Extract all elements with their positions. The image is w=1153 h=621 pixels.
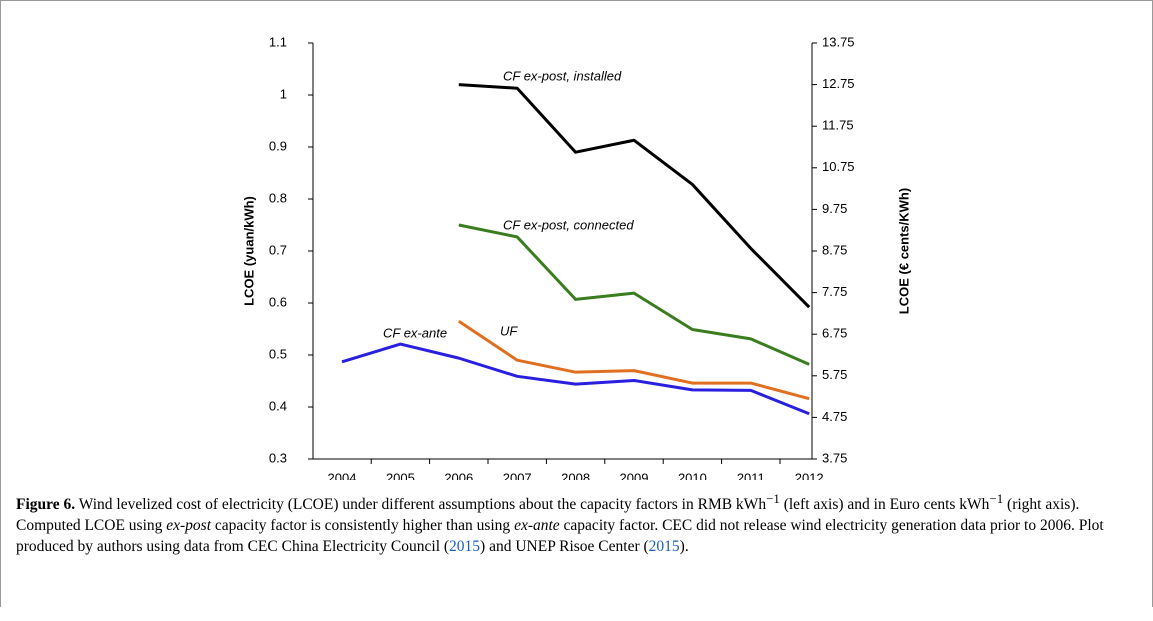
x-tick-label: 2010 [678, 470, 707, 480]
y-tick-label: 0.4 [269, 398, 287, 413]
y2-tick-label: 10.75 [822, 159, 855, 174]
caption-italic: ex-post [166, 517, 212, 535]
y2-tick-label: 11.75 [822, 118, 854, 133]
caption-text: (left axis) and in Euro cents kWh [779, 496, 990, 514]
x-tick-label: 2008 [561, 470, 590, 480]
caption-sup: −1 [766, 491, 780, 506]
caption: Figure 6. Wind levelized cost of electri… [16, 488, 1141, 557]
caption-text: ) and UNEP Risoe Center ( [480, 538, 649, 556]
caption-label: Figure 6. [16, 496, 76, 514]
y-tick-label: 0.7 [269, 242, 287, 257]
x-tick-label: 2006 [444, 470, 473, 480]
y-tick-label: 0.5 [269, 346, 287, 361]
caption-sup: −1 [989, 491, 1004, 506]
caption-text: capacity factor is consistently higher t… [211, 517, 515, 535]
x-tick-label: 2007 [503, 470, 532, 480]
caption-italic: ex-ante [514, 517, 560, 535]
y2-tick-label: 9.75 [822, 201, 847, 216]
y2-tick-label: 12.75 [822, 76, 855, 91]
y-tick-label: 1.1 [269, 34, 287, 49]
x-tick-label: 2012 [795, 470, 824, 480]
caption-text: ). [679, 538, 689, 556]
y2-tick-label: 6.75 [822, 326, 847, 341]
series-label: UF [500, 323, 518, 338]
y2-axis-title: LCOE (€ cents/KWh) [896, 188, 911, 314]
x-tick-label: 2005 [386, 470, 415, 480]
y2-tick-label: 13.75 [822, 34, 855, 49]
series-label: CF ex-post, connected [503, 217, 634, 232]
x-tick-label: 2004 [328, 470, 357, 480]
y-tick-label: 0.6 [269, 294, 287, 309]
x-tick-label: 2011 [737, 470, 765, 480]
y2-tick-label: 4.75 [822, 409, 847, 424]
series-label: CF ex-post, installed [503, 68, 622, 83]
y-tick-label: 0.9 [269, 138, 287, 153]
caption-text: (right axis). Computed LCOE using [16, 496, 1080, 535]
y2-tick-label: 3.75 [822, 450, 847, 465]
chart: 0.3 0.4 0.5 0.6 0.7 0.8 0.9 1 1.1 3.75 4.75 5.75 6.7… [241, 34, 911, 480]
y2-tick-label: 5.75 [822, 367, 847, 382]
series-line [457, 319, 810, 401]
y-tick-label: 1 [280, 86, 287, 101]
y2-tick-label: 7.75 [822, 284, 847, 299]
caption-text: Wind levelized cost of electricity (LCOE… [75, 496, 767, 514]
citation-link[interactable]: 2015 [648, 538, 680, 556]
series-line [458, 83, 811, 309]
series-line [341, 342, 810, 416]
citation-link[interactable]: 2015 [449, 538, 481, 556]
series-label: CF ex-ante [383, 325, 447, 340]
x-tick-label: 2009 [620, 470, 649, 480]
y2-tick-label: 8.75 [822, 242, 847, 257]
y-tick-label: 0.8 [269, 190, 287, 205]
y-axis-title: LCOE (yuan/kWh) [241, 196, 256, 306]
caption-text: capacity factor. CEC did not release win… [16, 517, 1104, 556]
y-tick-label: 0.3 [269, 450, 287, 465]
series-line [458, 223, 810, 366]
